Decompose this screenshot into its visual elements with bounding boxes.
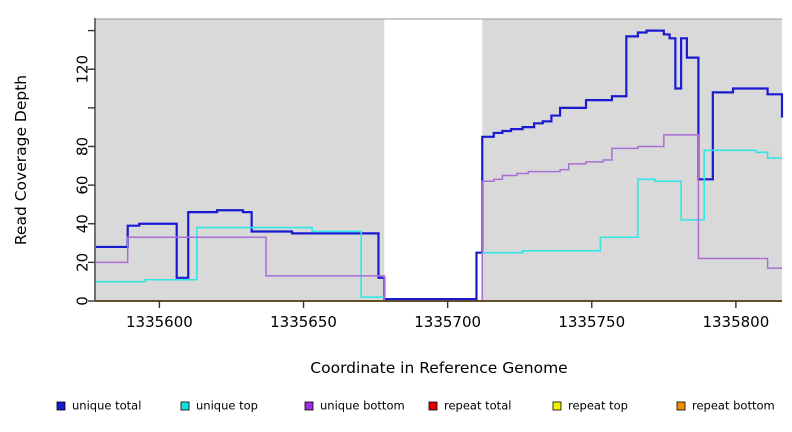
axis-label-layer: 1335600 1335650 1335700 1335750 1335800 0 20 40… bbox=[12, 55, 769, 377]
y-axis-title: Read Coverage Depth bbox=[12, 75, 30, 245]
legend-label: unique bottom bbox=[320, 399, 405, 413]
coverage-gap-region bbox=[384, 19, 483, 301]
series-line-unique-bottom bbox=[96, 134, 782, 302]
series-line-unique-total bbox=[96, 29, 784, 301]
x-tick-label-2: 1335700 bbox=[414, 313, 481, 331]
legend-swatch-icon bbox=[676, 401, 686, 411]
legend-swatch-icon bbox=[180, 401, 190, 411]
x-tick-label-3: 1335750 bbox=[558, 313, 625, 331]
legend-label: repeat total bbox=[444, 399, 511, 413]
legend-swatch-icon bbox=[56, 401, 66, 411]
x-tick-label-1: 1335650 bbox=[270, 313, 337, 331]
legend-label: repeat bottom bbox=[692, 399, 775, 413]
axis-layer bbox=[88, 18, 782, 308]
x-tick-label-4: 1335800 bbox=[702, 313, 769, 331]
x-axis-title: Coordinate in Reference Genome bbox=[310, 359, 567, 377]
legend-label: repeat top bbox=[568, 399, 628, 413]
y-tick-label-4: 80 bbox=[73, 137, 91, 156]
legend-item-unique-total[interactable]: unique total bbox=[56, 399, 141, 413]
legend-label: unique total bbox=[72, 399, 141, 413]
y-tick-label-1: 20 bbox=[73, 253, 91, 272]
series-line-unique-top bbox=[96, 149, 782, 302]
legend-label: unique top bbox=[196, 399, 258, 413]
x-tick-label-0: 1335600 bbox=[126, 313, 193, 331]
legend-swatch-icon bbox=[304, 401, 314, 411]
legend-swatch-icon bbox=[428, 401, 438, 411]
y-tick-label-3: 60 bbox=[73, 176, 91, 195]
legend-item-repeat-total[interactable]: repeat total bbox=[428, 399, 511, 413]
legend-item-repeat-top[interactable]: repeat top bbox=[552, 399, 628, 413]
y-tick-label-2: 40 bbox=[73, 214, 91, 233]
plot-panel bbox=[96, 18, 782, 301]
legend-item-unique-bottom[interactable]: unique bottom bbox=[304, 399, 405, 413]
legend-swatch-icon bbox=[552, 401, 562, 411]
chart-legend: unique total unique top unique bottom repea… bbox=[56, 399, 775, 413]
y-tick-label-0: 0 bbox=[73, 296, 91, 306]
legend-item-repeat-bottom[interactable]: repeat bottom bbox=[676, 399, 775, 413]
legend-item-unique-top[interactable]: unique top bbox=[180, 399, 258, 413]
y-tick-label-6: 120 bbox=[73, 55, 91, 84]
